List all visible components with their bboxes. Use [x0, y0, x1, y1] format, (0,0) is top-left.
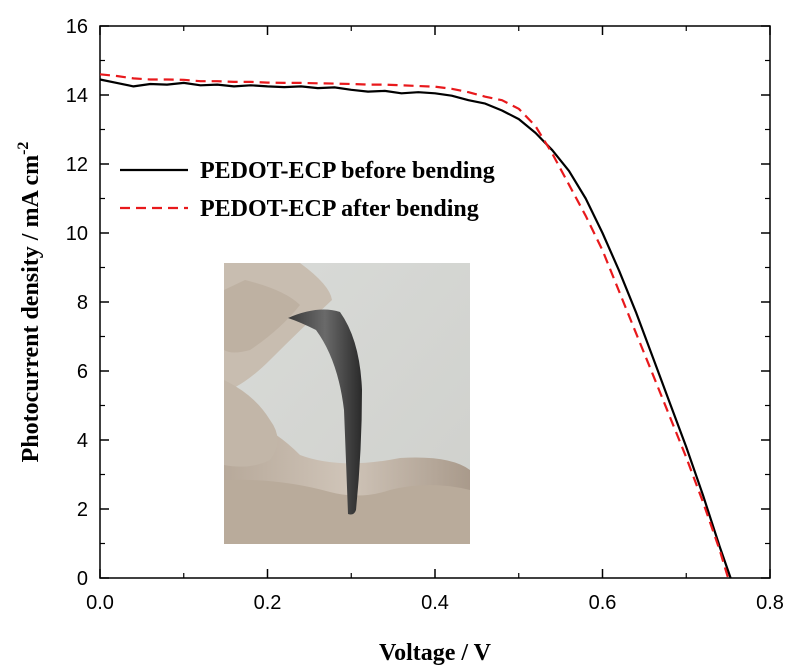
- y-tick-label: 2: [77, 499, 88, 521]
- y-axis-title: Photocurrent density / mA cm-2: [15, 142, 44, 463]
- y-tick-label: 8: [77, 292, 88, 314]
- x-tick-label: 0.0: [86, 592, 114, 614]
- y-tick-label: 12: [66, 154, 88, 176]
- x-tick-label: 0.8: [756, 592, 784, 614]
- series-line-before-bending: [99, 78, 732, 579]
- x-tick-label: 0.6: [589, 592, 617, 614]
- y-tick-label: 14: [66, 85, 88, 107]
- y-tick-label: 16: [66, 16, 88, 38]
- legend: PEDOT-ECP before bending PEDOT-ECP after …: [120, 158, 495, 222]
- axis-ticks: 0.0 0.2 0.4 0.6 0.8 0 2 4 6 8 10 12 14 16: [66, 16, 784, 614]
- series-line-after-bending: [99, 73, 730, 579]
- y-axis-title-main: Photocurrent density / mA cm: [18, 155, 44, 463]
- x-tick-label: 0.2: [254, 592, 282, 614]
- x-tick-label: 0.4: [421, 592, 449, 614]
- legend-label: PEDOT-ECP after bending: [200, 196, 479, 222]
- y-tick-label: 0: [77, 568, 88, 590]
- y-tick-label: 6: [77, 361, 88, 383]
- series-layer: [99, 73, 732, 579]
- inset-photo: [224, 263, 470, 544]
- y-tick-label: 4: [77, 430, 88, 452]
- legend-label: PEDOT-ECP before bending: [200, 158, 495, 184]
- y-axis-title-sup: -2: [15, 142, 32, 155]
- y-tick-label: 10: [66, 223, 88, 245]
- x-axis-title: Voltage / V: [379, 640, 492, 666]
